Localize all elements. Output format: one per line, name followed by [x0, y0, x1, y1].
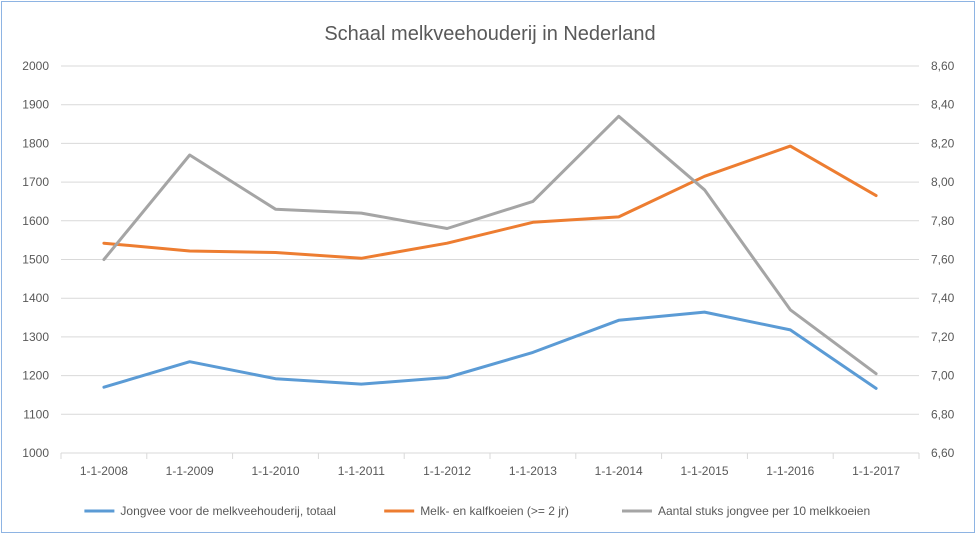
- x-tick-label: 1-1-2013: [509, 464, 557, 478]
- gridlines: [61, 65, 919, 454]
- x-tick-label: 1-1-2011: [338, 464, 385, 478]
- right-tick-label: 7,00: [931, 369, 955, 383]
- x-tick-label: 1-1-2014: [595, 464, 643, 478]
- legend-label-2: Melk- en kalfkoeien (>= 2 jr): [420, 504, 569, 518]
- left-tick-label: 2000: [22, 59, 49, 73]
- legend: Jongvee voor de melkveehouderij, totaal M…: [84, 504, 870, 518]
- left-tick-label: 1200: [22, 369, 49, 383]
- series-line-3: [102, 114, 878, 376]
- right-tick-label: 8,60: [931, 59, 955, 73]
- x-tick-label: 1-1-2008: [80, 464, 128, 478]
- x-tick-label: 1-1-2016: [766, 464, 814, 478]
- right-tick-label: 7,40: [931, 291, 955, 305]
- right-tick-label: 7,80: [931, 214, 955, 228]
- series-lines: [102, 114, 878, 390]
- x-tick-label: 1-1-2010: [251, 464, 299, 478]
- right-tick-label: 8,00: [931, 175, 955, 189]
- x-tick-label: 1-1-2017: [852, 464, 900, 478]
- series-line-2: [102, 144, 878, 260]
- left-tick-label: 1900: [22, 98, 49, 112]
- left-tick-label: 1100: [23, 407, 49, 421]
- x-tick-label: 1-1-2012: [423, 464, 471, 478]
- right-tick-label: 6,60: [931, 446, 955, 460]
- x-tick-label: 1-1-2009: [166, 464, 214, 478]
- left-tick-label: 1500: [22, 253, 49, 267]
- left-tick-label: 1400: [22, 291, 49, 305]
- right-tick-label: 8,40: [931, 98, 955, 112]
- left-tick-label: 1700: [22, 175, 49, 189]
- right-axis: 6,60 6,80 7,00 7,20 7,40 7,60 7,80 8,00 8,20 8,40…: [931, 59, 955, 460]
- right-tick-label: 8,20: [931, 136, 955, 150]
- legend-label-1: Jongvee voor de melkveehouderij, totaal: [120, 504, 335, 518]
- left-tick-label: 1300: [22, 330, 49, 344]
- series-line-1: [102, 310, 878, 390]
- x-axis: 1-1-2008 1-1-2009 1-1-2010 1-1-2011 1-1-2012…: [60, 453, 920, 478]
- right-tick-label: 6,80: [931, 407, 955, 421]
- left-tick-label: 1600: [22, 214, 49, 228]
- x-tick-label: 1-1-2015: [680, 464, 728, 478]
- right-tick-label: 7,60: [931, 253, 955, 267]
- right-tick-label: 7,20: [931, 330, 955, 344]
- chart-title: Schaal melkveehouderij in Nederland: [324, 23, 655, 45]
- left-axis: 1000 1100 1200 1300 1400 1500 1600 1700 1800 1900…: [22, 59, 49, 460]
- left-tick-label: 1000: [22, 446, 49, 460]
- legend-label-3: Aantal stuks jongvee per 10 melkkoeien: [658, 504, 870, 518]
- left-tick-label: 1800: [22, 136, 49, 150]
